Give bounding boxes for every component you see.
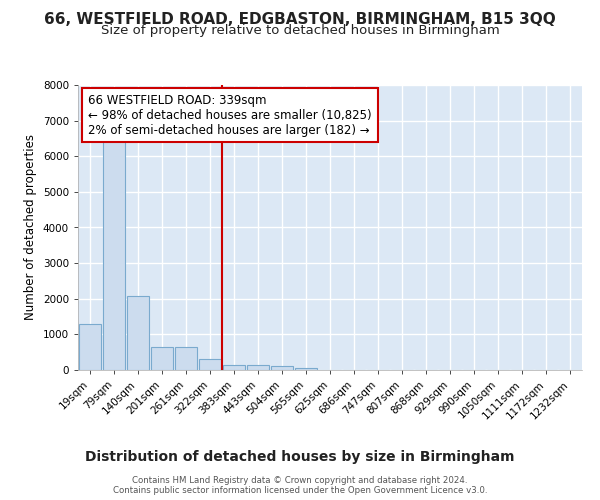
Text: 66 WESTFIELD ROAD: 339sqm
← 98% of detached houses are smaller (10,825)
2% of se: 66 WESTFIELD ROAD: 339sqm ← 98% of detac…: [88, 94, 372, 136]
Text: Contains HM Land Registry data © Crown copyright and database right 2024.
Contai: Contains HM Land Registry data © Crown c…: [113, 476, 487, 495]
Bar: [247, 365, 269, 370]
Bar: [295, 368, 317, 370]
Bar: [175, 347, 197, 370]
Bar: [271, 366, 293, 370]
Bar: [151, 347, 173, 370]
Bar: [79, 324, 101, 370]
Bar: [199, 360, 221, 370]
Bar: [103, 135, 125, 370]
Y-axis label: Number of detached properties: Number of detached properties: [24, 134, 37, 320]
Text: Distribution of detached houses by size in Birmingham: Distribution of detached houses by size …: [85, 450, 515, 464]
Bar: [127, 296, 149, 370]
Text: Size of property relative to detached houses in Birmingham: Size of property relative to detached ho…: [101, 24, 499, 37]
Text: 66, WESTFIELD ROAD, EDGBASTON, BIRMINGHAM, B15 3QQ: 66, WESTFIELD ROAD, EDGBASTON, BIRMINGHA…: [44, 12, 556, 28]
Bar: [223, 365, 245, 370]
